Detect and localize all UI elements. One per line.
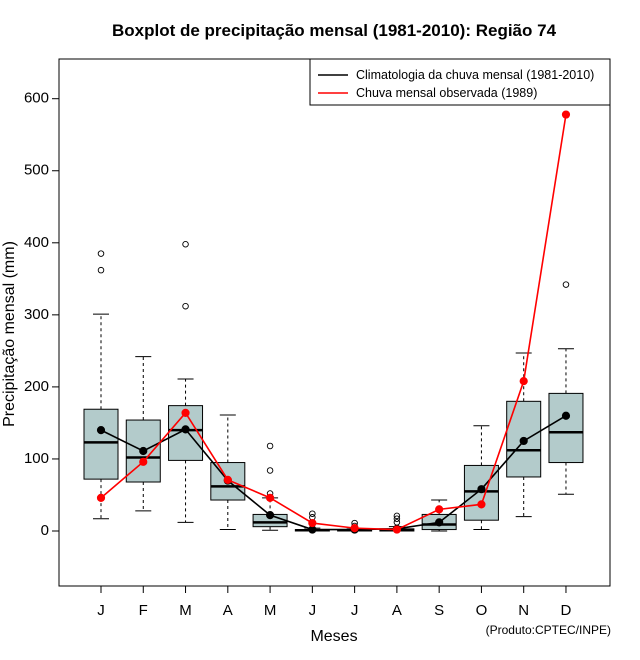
outlier-point	[182, 240, 189, 248]
outlier-point	[266, 442, 274, 450]
y-tick-label: 500	[24, 162, 49, 179]
climatology-point	[139, 446, 148, 456]
observed-point	[435, 505, 444, 514]
legend: Climatologia da chuva mensal (1981-2010)…	[309, 58, 611, 106]
y-axis-label: Precipitação mensal (mm)	[1, 241, 18, 427]
observed-point	[139, 457, 148, 466]
x-tick-label: S	[434, 602, 444, 619]
climatology-point	[435, 518, 444, 527]
x-tick-label: J	[97, 602, 105, 619]
outlier-point	[309, 510, 316, 517]
climatology-line	[100, 415, 567, 531]
observed-point	[181, 408, 190, 417]
x-tick-label: M	[179, 602, 192, 619]
box-iqr	[548, 392, 584, 464]
box-iqr	[83, 408, 119, 480]
legend-label-observed: Chuva mensal observada (1989)	[356, 86, 537, 100]
y-tick-label: 400	[24, 234, 49, 251]
observed-point	[223, 475, 232, 484]
x-tick-label: M	[264, 602, 277, 619]
outlier-point	[266, 467, 274, 474]
outlier-point	[97, 250, 105, 257]
observed-point	[519, 377, 528, 386]
x-tick-label: F	[139, 602, 148, 619]
x-axis-label: Meses	[310, 628, 357, 645]
outlier-point	[97, 266, 105, 274]
y-tick-label: 300	[24, 306, 49, 323]
y-tick-label: 0	[41, 522, 49, 539]
outlier-point	[393, 515, 401, 523]
legend-label-climatology: Climatologia da chuva mensal (1981-2010)	[356, 68, 594, 82]
product-credit: (Produto:CPTEC/INPE)	[486, 623, 611, 637]
climatology-point	[477, 485, 486, 494]
x-tick-label: A	[223, 602, 233, 619]
observed-point	[477, 500, 486, 509]
x-tick-label: J	[351, 602, 359, 619]
x-tick-label: D	[561, 602, 572, 619]
observed-point	[308, 518, 317, 528]
y-tick-label: 600	[24, 90, 49, 107]
observed-point	[96, 493, 106, 502]
climatology-point	[96, 426, 106, 435]
outlier-point	[562, 281, 570, 288]
legend-box	[309, 58, 611, 106]
observed-point	[265, 493, 275, 502]
outlier-point	[182, 302, 189, 310]
observed-line	[100, 114, 567, 531]
climatology-point	[265, 511, 275, 520]
x-tick-label: A	[392, 602, 402, 619]
observed-point	[392, 525, 401, 534]
climatology-point	[181, 425, 190, 434]
climatology-point	[519, 436, 528, 446]
climatology-point	[561, 411, 571, 420]
y-tick-label: 100	[24, 450, 49, 467]
observed-point	[350, 524, 359, 533]
y-tick-label: 200	[24, 378, 49, 395]
outlier-point	[393, 512, 401, 520]
x-tick-label: O	[476, 602, 488, 619]
x-tick-label: N	[518, 602, 529, 619]
chart-title: Boxplot de precipitação mensal (1981-201…	[112, 21, 557, 40]
x-tick-label: J	[309, 602, 317, 619]
observed-point	[561, 110, 571, 119]
plot-frame	[58, 58, 611, 587]
